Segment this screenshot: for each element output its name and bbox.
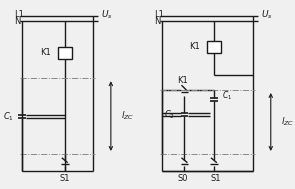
Text: S1: S1 <box>211 174 221 183</box>
Text: $l_{ZC}$: $l_{ZC}$ <box>281 115 294 128</box>
Text: K1: K1 <box>189 42 200 51</box>
Text: $C_1$: $C_1$ <box>222 90 232 102</box>
Text: K1: K1 <box>40 48 51 57</box>
Text: S0: S0 <box>177 174 188 183</box>
Text: N: N <box>14 17 20 26</box>
Text: L1: L1 <box>14 10 24 19</box>
Text: S1: S1 <box>60 174 70 183</box>
Text: N: N <box>154 17 160 26</box>
Text: $C_2$: $C_2$ <box>164 108 175 121</box>
Text: $U_s$: $U_s$ <box>101 8 113 21</box>
Bar <box>207 41 221 53</box>
Text: K1: K1 <box>177 76 188 85</box>
Text: $U_s$: $U_s$ <box>261 8 273 21</box>
Bar <box>58 47 72 59</box>
Text: $C_1$: $C_1$ <box>3 110 14 123</box>
Text: $l_{ZC}$: $l_{ZC}$ <box>121 109 134 122</box>
Text: L1: L1 <box>154 10 164 19</box>
